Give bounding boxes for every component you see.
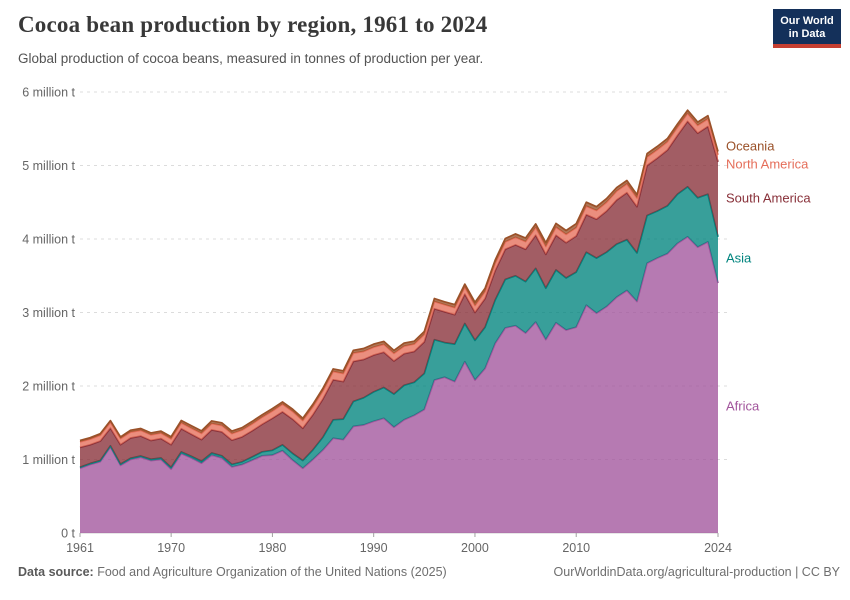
x-axis-label: 2010: [562, 541, 590, 555]
owid-logo-line2: in Data: [788, 28, 826, 40]
x-axis-label: 1961: [66, 541, 94, 555]
y-axis-label: 5 million t: [22, 159, 75, 173]
y-axis-label: 2 million t: [22, 380, 75, 394]
data-source-label: Data source:: [18, 565, 94, 579]
chart-subtitle: Global production of cocoa beans, measur…: [18, 51, 484, 66]
legend-label-asia[interactable]: Asia: [726, 251, 752, 266]
y-axis-label: 3 million t: [22, 306, 75, 320]
x-axis-label: 2000: [461, 541, 489, 555]
legend-label-africa[interactable]: Africa: [726, 399, 760, 414]
chart-footer: Data source: Food and Agriculture Organi…: [18, 565, 840, 579]
x-axis-label: 1990: [360, 541, 388, 555]
area-outline-asia: [79, 185, 719, 469]
area-asia[interactable]: [80, 186, 718, 470]
owid-link[interactable]: OurWorldinData.org/agricultural-producti…: [553, 565, 840, 579]
stacked-area-chart[interactable]: 0 t 1 million t 2 million t 3 million t 4 mi…: [0, 80, 850, 560]
legend-label-south-america[interactable]: South America: [726, 191, 811, 206]
y-axis-label: 6 million t: [22, 86, 75, 100]
legend-label-north-america[interactable]: North America: [726, 157, 809, 172]
x-axis-label: 1980: [259, 541, 287, 555]
x-axis-label: 1970: [157, 541, 185, 555]
data-source-text: Food and Agriculture Organization of the…: [93, 565, 447, 579]
y-axis-label: 4 million t: [22, 233, 75, 247]
area-outline-oceania: [79, 109, 719, 442]
y-axis-label: 1 million t: [22, 453, 75, 467]
legend-label-oceania[interactable]: Oceania: [726, 139, 775, 154]
data-source: Data source: Food and Agriculture Organi…: [18, 565, 447, 579]
x-axis-label: 2024: [704, 541, 732, 555]
chart-title: Cocoa bean production by region, 1961 to…: [18, 12, 488, 37]
area-africa[interactable]: [80, 236, 718, 534]
owid-logo-line1: Our World: [780, 15, 834, 27]
owid-logo[interactable]: Our World in Data: [773, 9, 841, 48]
y-axis-label: 0 t: [61, 527, 75, 541]
